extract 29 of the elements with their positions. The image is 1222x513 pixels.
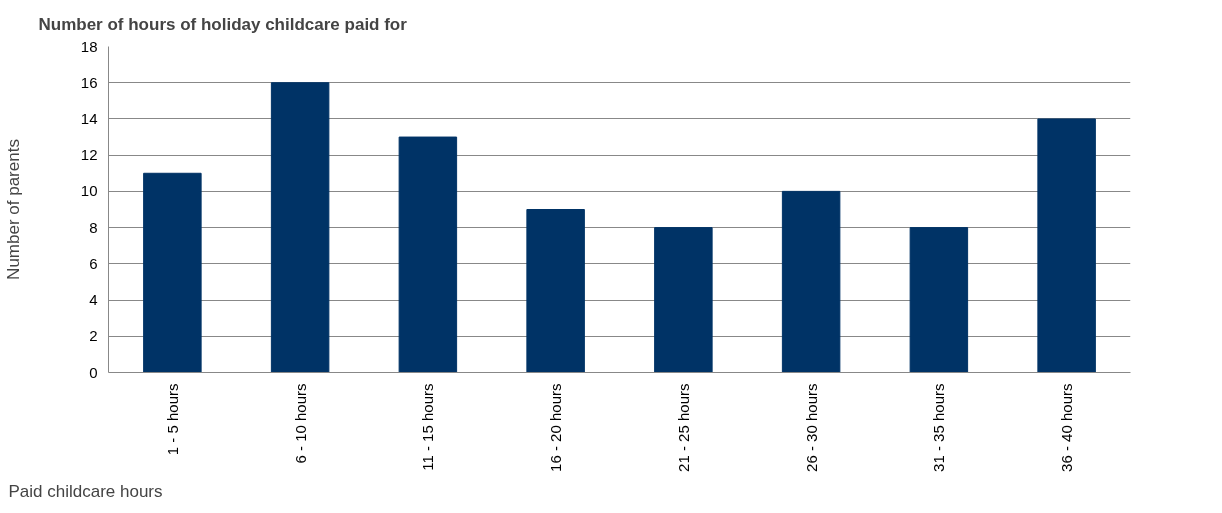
x-axis-title: Paid childcare hours [8, 481, 163, 501]
x-tick-label: 11 - 15 hours [419, 383, 437, 471]
y-tick-label: 18 [80, 37, 98, 55]
bar [270, 82, 330, 373]
bar [143, 172, 202, 373]
bar [1037, 118, 1096, 373]
y-tick-label: 14 [80, 109, 98, 127]
x-tick-label: 26 - 30 hours [802, 383, 820, 472]
y-tick-label: 8 [89, 218, 98, 236]
x-tick-label: 31 - 35 hours [930, 383, 948, 472]
x-tick-label: 36 - 40 hours [1058, 383, 1076, 472]
x-tick-label: 1 - 5 hours [163, 383, 181, 456]
y-axis-title: Number of parents [3, 139, 23, 280]
chart-title: Number of hours of holiday childcare paid for [38, 15, 408, 34]
y-tick-label: 0 [89, 363, 98, 381]
y-tick-label: 10 [80, 182, 98, 200]
bar [654, 227, 713, 373]
bar [781, 190, 841, 373]
bar [398, 136, 458, 373]
y-tick-label: 2 [89, 327, 98, 345]
y-tick-label: 12 [80, 146, 98, 164]
y-tick-label: 6 [89, 254, 98, 272]
x-tick-label: 21 - 25 hours [674, 383, 692, 472]
x-tick-label: 16 - 20 hours [547, 383, 565, 472]
y-tick-label: 16 [80, 73, 98, 91]
bar [526, 209, 585, 373]
x-tick-label: 6 - 10 hours [291, 383, 309, 464]
bar [909, 227, 969, 373]
y-tick-label: 4 [89, 291, 98, 309]
